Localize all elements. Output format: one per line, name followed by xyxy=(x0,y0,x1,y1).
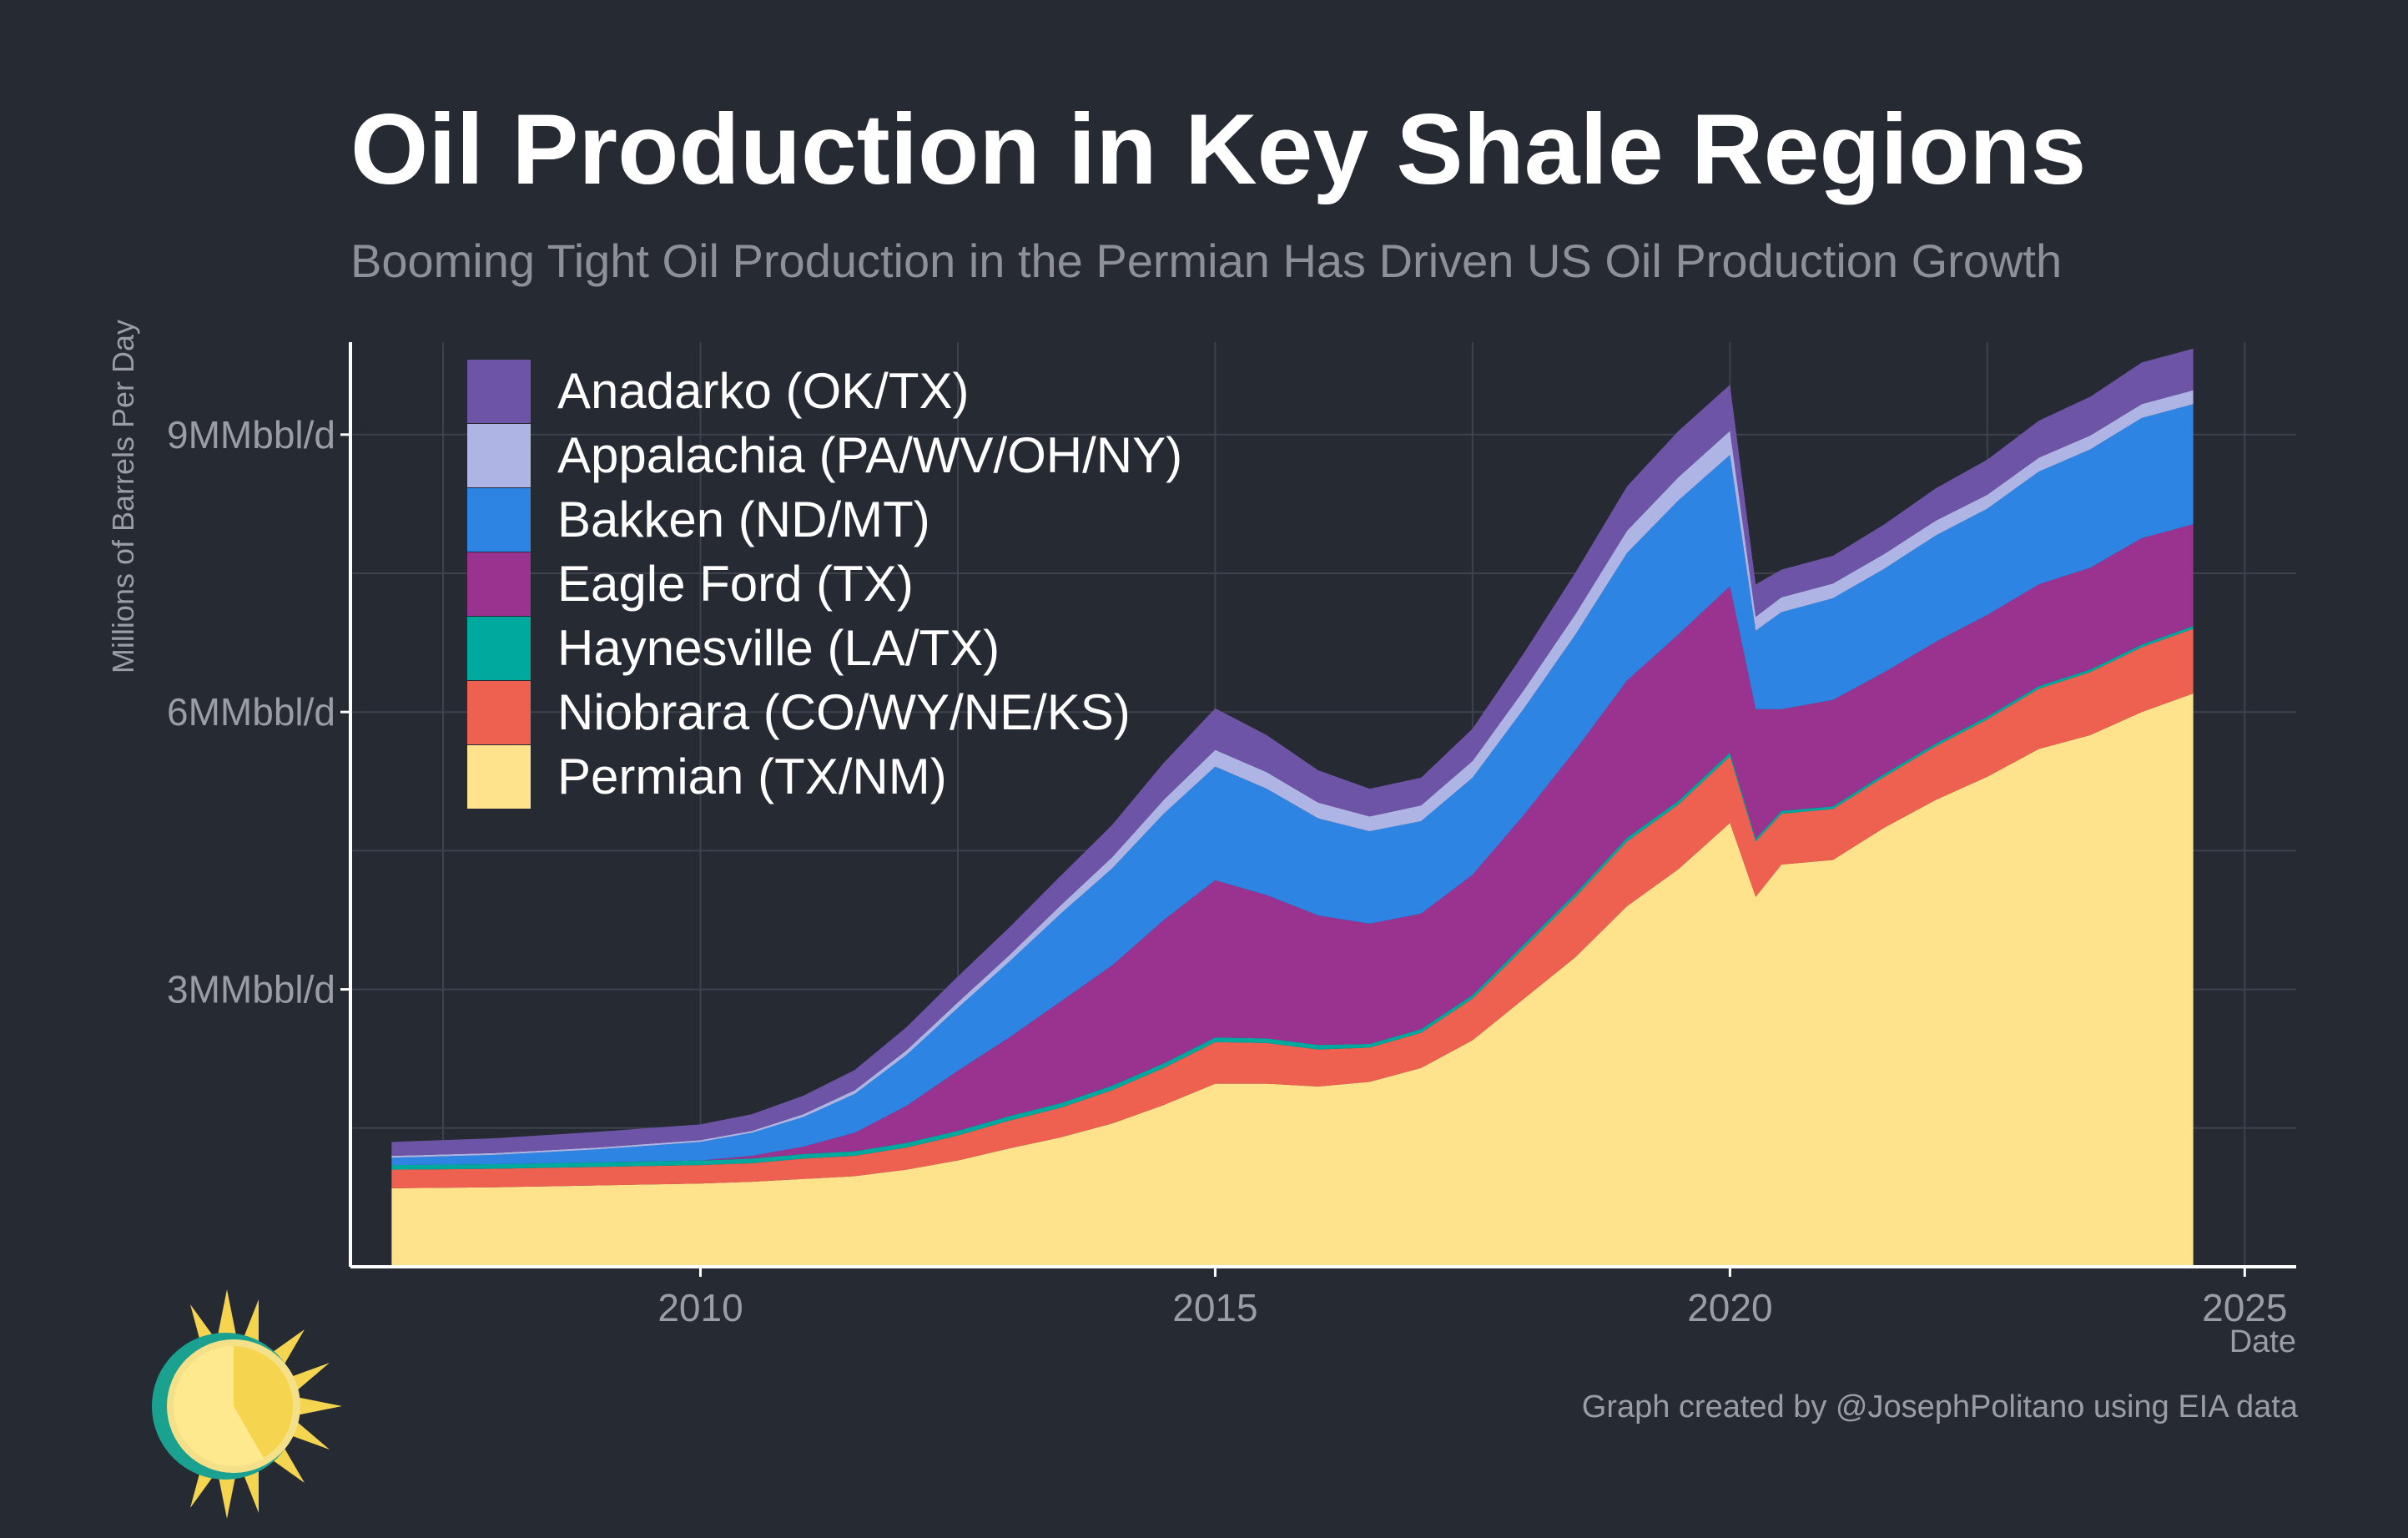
legend-swatch xyxy=(467,616,531,680)
axes: 3MMbbl/d 6MMbbl/d 9MMbbl/d 2010 2015 2020 2025 xyxy=(167,342,2296,1329)
chart-title: Oil Production in Key Shale Regions xyxy=(350,93,2087,205)
legend-swatch xyxy=(467,359,531,423)
x-tick-label: 2020 xyxy=(1687,1286,1772,1329)
legend-item: Anadarko (OK/TX) xyxy=(467,359,1182,423)
area-bakken xyxy=(391,404,2194,1166)
x-tick-label: 2015 xyxy=(1172,1286,1257,1329)
legend-label-eagle-ford: Eagle Ford (TX) xyxy=(557,556,914,612)
area-eagle xyxy=(391,524,2194,1166)
stacked-areas xyxy=(391,348,2194,1267)
y-tick-label: 6MMbbl/d xyxy=(167,690,335,734)
legend-label-haynesville: Haynesville (LA/TX) xyxy=(557,620,1000,676)
legend-swatch xyxy=(467,423,531,487)
legend-label-appalachia: Appalachia (PA/WV/OH/NY) xyxy=(557,427,1183,483)
y-axis-label: Millions of Barrels Per Day xyxy=(106,320,140,673)
x-axis-label: Date xyxy=(2229,1324,2296,1359)
legend-item: Permian (TX/NM) xyxy=(467,744,1182,809)
area-permian xyxy=(391,693,2194,1267)
legend: Anadarko (OK/TX) Appalachia (PA/WV/OH/NY… xyxy=(467,359,1182,809)
source-credit: Graph created by @JosephPolitano using E… xyxy=(1581,1389,2298,1425)
legend-item: Haynesville (LA/TX) xyxy=(467,616,1182,680)
legend-label-anadarko: Anadarko (OK/TX) xyxy=(557,363,970,419)
legend-label-niobrara: Niobrara (CO/WY/NE/KS) xyxy=(557,684,1131,740)
legend-swatch xyxy=(467,552,531,616)
legend-swatch xyxy=(467,744,531,809)
legend-label-permian: Permian (TX/NM) xyxy=(557,749,947,804)
legend-swatch xyxy=(467,680,531,744)
area-niobrara xyxy=(391,628,2194,1188)
sun-logo-icon xyxy=(152,1289,342,1519)
legend-label-bakken: Bakken (ND/MT) xyxy=(557,492,930,547)
x-tick-label: 2010 xyxy=(657,1286,743,1329)
legend-swatch xyxy=(467,487,531,552)
x-tick-label: 2025 xyxy=(2202,1286,2287,1329)
legend-item: Eagle Ford (TX) xyxy=(467,552,1182,616)
y-tick-label: 3MMbbl/d xyxy=(167,968,335,1011)
y-tick-label: 9MMbbl/d xyxy=(167,413,335,456)
legend-item: Bakken (ND/MT) xyxy=(467,487,1182,552)
legend-item: Appalachia (PA/WV/OH/NY) xyxy=(467,423,1182,487)
legend-item: Niobrara (CO/WY/NE/KS) xyxy=(467,680,1182,744)
chart-subtitle: Booming Tight Oil Production in the Perm… xyxy=(350,234,2063,287)
